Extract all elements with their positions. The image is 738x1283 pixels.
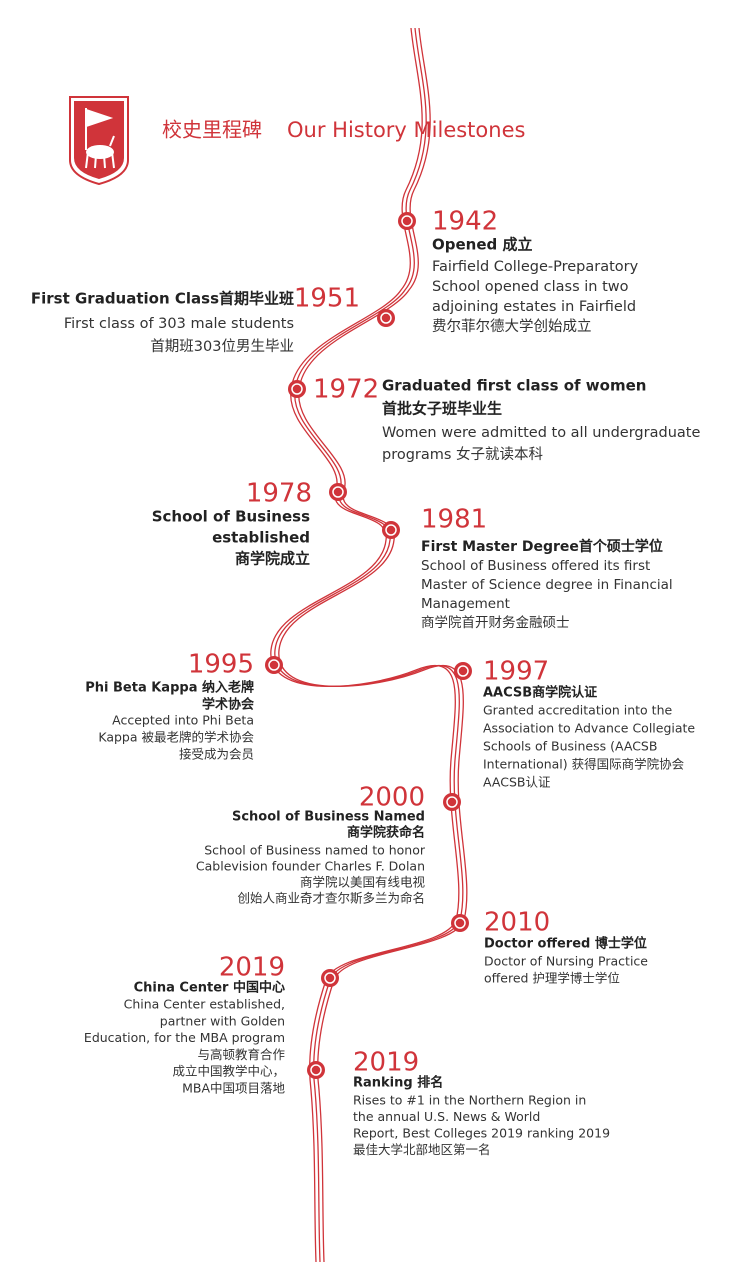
milestone-text: School of Business offered its first — [421, 558, 650, 574]
milestone-title: Graduated first class of women — [382, 377, 646, 395]
milestone-text: offered 护理学博士学位 — [484, 971, 620, 986]
milestone-text: Doctor of Nursing Practice — [484, 954, 648, 969]
milestone-text: China Center established, — [124, 997, 285, 1012]
milestone-title: School of Business Named — [232, 810, 425, 825]
milestone-text: partner with Golden — [160, 1013, 285, 1028]
milestone-text: Management — [421, 596, 510, 612]
milestone-text: 接受成为会员 — [179, 747, 254, 762]
milestone-dot — [382, 521, 400, 539]
milestone-title: Opened 成立 — [432, 236, 532, 254]
milestone-text: 首期班303位男生毕业 — [150, 338, 294, 355]
milestone-year: 1978 — [246, 479, 312, 509]
milestone-dot-ring — [332, 486, 344, 498]
milestone-year: 1995 — [188, 650, 254, 680]
milestone-text: Women were admitted to all undergraduate — [382, 425, 700, 441]
milestone-year: 1942 — [432, 207, 498, 237]
milestone-title: 商学院成立 — [235, 550, 310, 568]
milestone-dot-ring — [454, 917, 466, 929]
milestone-year: 2019 — [219, 953, 285, 983]
milestone-text: Accepted into Phi Beta — [112, 713, 254, 728]
milestone-dot-ring — [446, 796, 458, 808]
milestone-dot-ring — [457, 665, 469, 677]
milestone-text: 商学院以美国有线电视 — [300, 875, 426, 890]
milestone-title: Ranking 排名 — [353, 1075, 443, 1091]
milestone-title: School of Business — [152, 508, 310, 526]
milestone-title: 商学院获命名 — [347, 825, 425, 841]
milestone-text: programs 女子就读本科 — [382, 445, 543, 463]
milestone-text: AACSB认证 — [483, 775, 551, 790]
milestone-year: 2010 — [484, 908, 550, 938]
milestone-text: Master of Science degree in Financial — [421, 577, 673, 593]
milestone-text: 成立中国教学中心， — [172, 1064, 285, 1079]
milestone-text: School of Business named to honor — [204, 843, 426, 858]
logo — [69, 96, 129, 186]
milestone-dot — [451, 914, 469, 932]
milestone-text: 创始人商业奇才查尔斯多兰为命名 — [237, 891, 425, 906]
milestone-text: 最佳大学北部地区第一名 — [353, 1142, 491, 1157]
milestone-year: 1951 — [294, 284, 360, 314]
milestone-year: 2000 — [359, 783, 425, 813]
milestone-dot-ring — [291, 383, 303, 395]
milestone-dot-ring — [401, 215, 413, 227]
milestone-text: Report, Best Colleges 2019 ranking 2019 — [353, 1126, 610, 1141]
milestone-text: First class of 303 male students — [64, 316, 294, 332]
milestone-text: Rises to #1 in the Northern Region in — [353, 1093, 586, 1108]
milestone-title: Phi Beta Kappa 纳入老牌 — [85, 680, 254, 696]
milestone-text: School opened class in two — [432, 279, 629, 295]
milestone-dot-ring — [268, 659, 280, 671]
milestone-text: adjoining estates in Fairfield — [432, 299, 636, 315]
milestone-title: 学术协会 — [202, 697, 255, 713]
milestone-dot — [307, 1061, 325, 1079]
milestone-dot — [329, 483, 347, 501]
milestone-text: 与高顿教育合作 — [197, 1047, 285, 1062]
milestone-text: Cablevision founder Charles F. Dolan — [196, 859, 425, 874]
milestone-dot — [265, 656, 283, 674]
milestone-dot-ring — [310, 1064, 322, 1076]
milestone-dot — [398, 212, 416, 230]
milestone-text: Education, for the MBA program — [84, 1030, 285, 1045]
milestone-title: AACSB商学院认证 — [483, 685, 597, 701]
milestone-text: MBA中国项目落地 — [182, 1081, 285, 1096]
milestone-text: Fairfield College-Preparatory — [432, 259, 639, 275]
milestone-year: 1997 — [483, 657, 549, 687]
milestone-dot — [454, 662, 472, 680]
milestone-title: 首批女子班毕业生 — [382, 400, 502, 418]
milestone-text: 费尔菲尔德大学创始成立 — [432, 318, 592, 335]
milestone-year: 1981 — [421, 505, 487, 535]
title-en: Our History Milestones — [287, 118, 525, 142]
title-cn: 校史里程碑 — [162, 118, 262, 142]
milestone-title: First Master Degree首个硕士学位 — [421, 538, 663, 555]
milestone-dot — [443, 793, 461, 811]
milestone-text: 商学院首开财务金融硕士 — [421, 615, 570, 631]
milestone-dot — [321, 969, 339, 987]
milestone-text: Kappa 被最老牌的学术协会 — [98, 730, 254, 745]
milestone-title: established — [212, 529, 310, 547]
milestone-dot — [377, 309, 395, 327]
milestone-text: Granted accreditation into the — [483, 703, 672, 718]
milestone-title: China Center 中国中心 — [134, 980, 285, 996]
milestone-dot — [288, 380, 306, 398]
milestone-text: Schools of Business (AACSB — [483, 739, 657, 754]
milestone-title: Doctor offered 博士学位 — [484, 936, 647, 952]
milestone-title: First Graduation Class首期毕业班 — [31, 290, 294, 308]
milestone-text: International) 获得国际商学院协会 — [483, 757, 685, 772]
milestone-year: 2019 — [353, 1048, 419, 1078]
milestone-text: the annual U.S. News & World — [353, 1109, 540, 1124]
milestone-dot-ring — [380, 312, 392, 324]
milestone-text: Association to Advance Collegiate — [483, 721, 695, 736]
milestone-year: 1972 — [313, 375, 379, 405]
milestone-dot-ring — [385, 524, 397, 536]
milestone-dot-ring — [324, 972, 336, 984]
